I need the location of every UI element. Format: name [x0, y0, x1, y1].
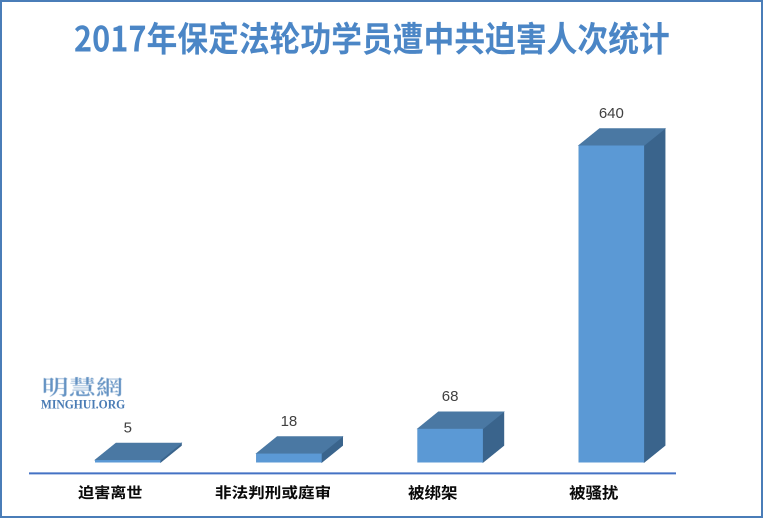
svg-text:5: 5: [124, 419, 132, 436]
svg-text:MINGHUI.ORG: MINGHUI.ORG: [41, 397, 126, 411]
svg-text:68: 68: [442, 388, 459, 405]
svg-text:18: 18: [281, 413, 298, 430]
svg-text:640: 640: [599, 105, 624, 122]
